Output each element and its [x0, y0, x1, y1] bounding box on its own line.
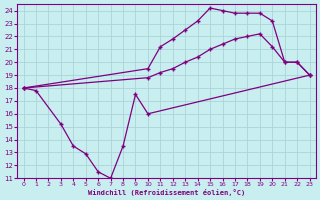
X-axis label: Windchill (Refroidissement éolien,°C): Windchill (Refroidissement éolien,°C): [88, 189, 245, 196]
